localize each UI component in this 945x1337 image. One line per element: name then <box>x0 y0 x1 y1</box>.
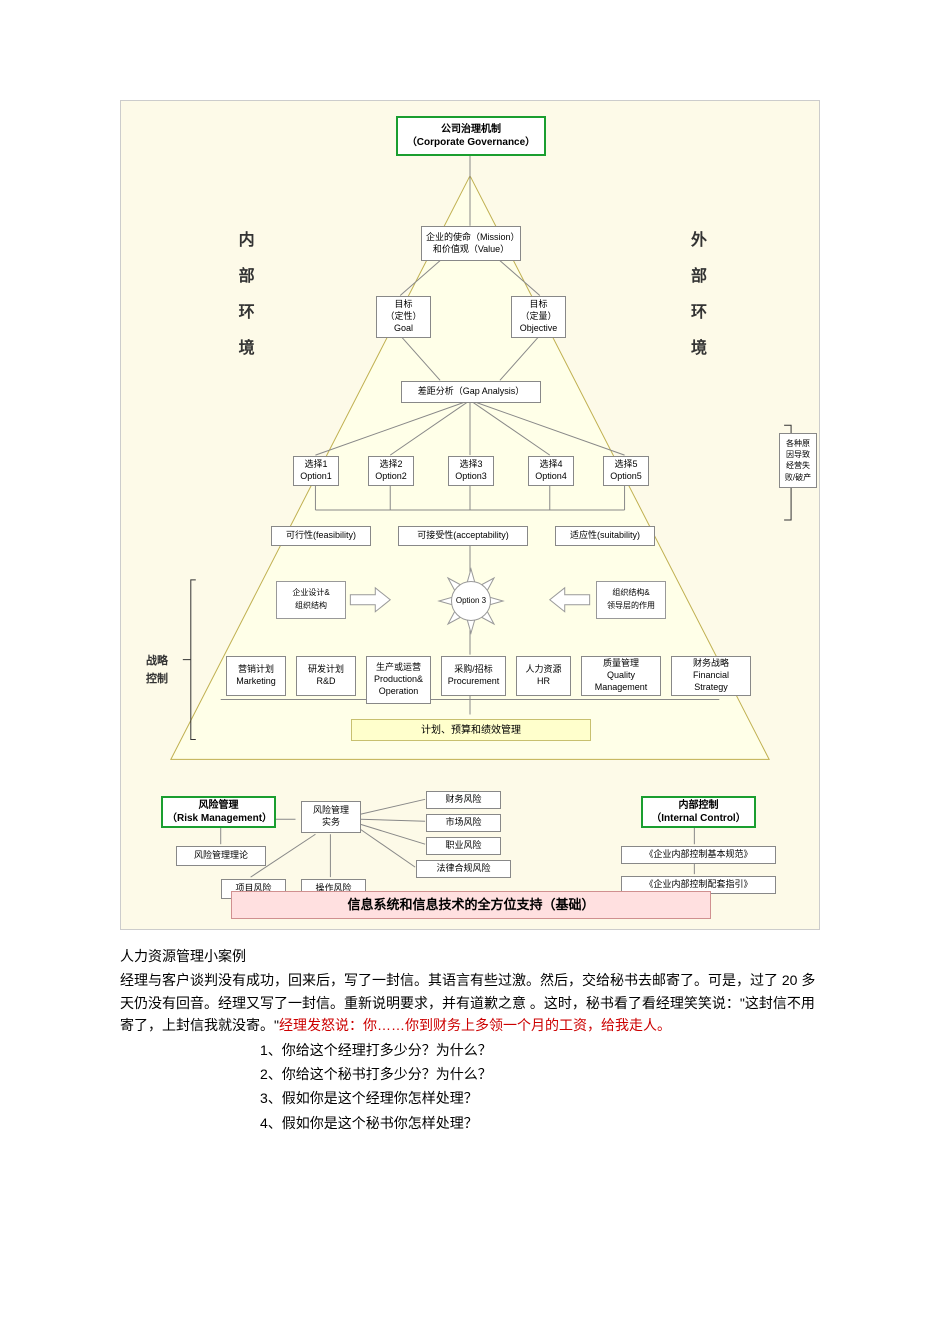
selected-option-sun: Option 3 <box>451 581 491 621</box>
question-4: 4、假如你是这个秘书你怎样处理？ <box>120 1112 825 1134</box>
career-risk-box: 职业风险 <box>426 837 501 855</box>
objective-box: 目标 （定量） Objective <box>511 296 566 338</box>
finance-box: 财务战略Financial Strategy <box>671 656 751 696</box>
it-support-banner: 信息系统和信息技术的全方位支持（基础） <box>231 891 711 919</box>
ic-doc1-box: 《企业内部控制基本规范》 <box>621 846 776 864</box>
document-text: 人力资源管理小案例 经理与客户谈判没有成功，回来后，写了一封信。其语言有些过激。… <box>120 945 825 1134</box>
risk-theory-box: 风险管理理论 <box>176 846 266 866</box>
option5-box: 选择5Option5 <box>603 456 649 486</box>
gap-analysis-box: 差距分析（Gap Analysis） <box>401 381 541 403</box>
option1-box: 选择1Option1 <box>293 456 339 486</box>
legal-risk-box: 法律合规风险 <box>416 860 511 878</box>
marketing-box: 营销计划Marketing <box>226 656 286 696</box>
risk-practice-box: 风险管理实务 <box>301 801 361 833</box>
option3-box: 选择3Option3 <box>448 456 494 486</box>
question-2: 2、你给这个秘书打多少分？为什么？ <box>120 1063 825 1085</box>
question-3: 3、假如你是这个经理你怎样处理？ <box>120 1087 825 1109</box>
quality-box: 质量管理Quality Management <box>581 656 661 696</box>
strategy-diagram: 公司治理机制 （Corporate Governance） 内部环境 外部环境 … <box>120 100 820 930</box>
doc-paragraph: 经理与客户谈判没有成功，回来后，写了一封信。其语言有些过激。然后，交给秘书去邮寄… <box>120 969 825 1036</box>
planning-budget-box: 计划、预算和绩效管理 <box>351 719 591 741</box>
production-box: 生产或运营Production&Operation <box>366 656 431 704</box>
risk-management-box: 风险管理（Risk Management） <box>161 796 276 828</box>
org-structure-right: 组织结构&领导层的作用 <box>596 581 666 619</box>
procurement-box: 采购/招标Procurement <box>441 656 506 696</box>
acceptability-box: 可接受性(acceptability) <box>398 526 528 546</box>
goal-box: 目标 （定性） Goal <box>376 296 431 338</box>
option4-box: 选择4Option4 <box>528 456 574 486</box>
rd-box: 研发计划R&D <box>296 656 356 696</box>
suitability-box: 适应性(suitability) <box>555 526 655 546</box>
market-risk-box: 市场风险 <box>426 814 501 832</box>
left-env-label: 内部环境 <box>231 231 257 375</box>
option2-box: 选择2Option2 <box>368 456 414 486</box>
internal-control-box: 内部控制（Internal Control） <box>641 796 756 828</box>
org-structure-left: 企业设计&组织结构 <box>276 581 346 619</box>
corporate-governance-box: 公司治理机制 （Corporate Governance） <box>396 116 546 156</box>
feasibility-box: 可行性(feasibility) <box>271 526 371 546</box>
financial-risk-box: 财务风险 <box>426 791 501 809</box>
strategic-control-label: 战略控制 <box>146 653 176 688</box>
doc-title: 人力资源管理小案例 <box>120 945 825 967</box>
hr-box: 人力资源HR <box>516 656 571 696</box>
right-env-label: 外部环境 <box>683 231 709 375</box>
mission-box: 企业的使命（Mission） 和价值观（Value） <box>421 226 521 261</box>
question-1: 1、你给这个经理打多少分？为什么？ <box>120 1039 825 1061</box>
failure-note-box: 各种原因导致经营失败/破产 <box>779 433 817 488</box>
